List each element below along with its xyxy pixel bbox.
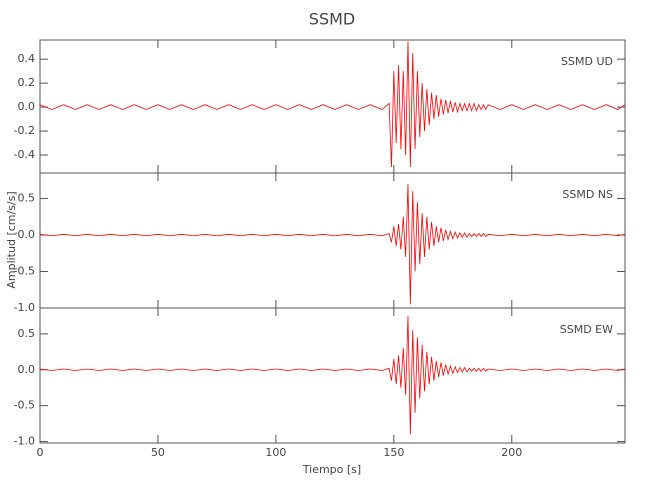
channel-label: SSMD UD [561,55,613,68]
x-tick-label: 200 [501,446,522,459]
chart-title: SSMD [309,10,355,29]
y-tick-label: 0.0 [18,100,36,113]
panel-frame [39,39,626,174]
x-tick-label: 150 [383,446,404,459]
x-tick-label: 50 [151,446,165,459]
y-tick-label: -0.5 [14,399,35,412]
waveform [39,183,626,305]
y-tick-label: 0.4 [18,52,36,65]
y-axis-label: Amplitud [cm/s/s] [5,191,18,288]
x-axis-label: Tiempo [s] [302,463,361,476]
y-tick-label: -0.5 [14,265,35,278]
y-tick-label: -0.4 [14,148,35,161]
y-tick-label: -1.0 [14,301,35,314]
y-tick-label: 0.0 [18,228,36,241]
y-tick-label: 0.0 [18,363,36,376]
y-tick-label: -0.2 [14,124,35,137]
y-tick-label: -1.0 [14,435,35,448]
y-tick-label: 0.5 [18,327,36,340]
waveform [39,41,626,168]
waveform [39,315,626,435]
panel-frame [39,172,626,309]
y-tick-label: 0.5 [18,192,36,205]
y-tick-label: 0.2 [18,76,36,89]
channel-label: SSMD NS [562,188,613,201]
channel-label: SSMD EW [560,323,613,336]
x-tick-label: 0 [37,446,44,459]
x-tick-label: 100 [265,446,286,459]
panel-frame [39,307,626,444]
